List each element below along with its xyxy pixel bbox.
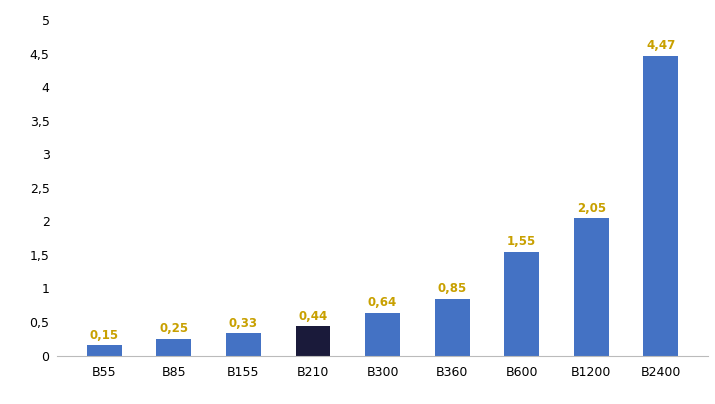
Bar bbox=[435, 299, 470, 356]
Bar bbox=[295, 326, 330, 356]
Text: 0,44: 0,44 bbox=[298, 309, 327, 323]
Bar bbox=[87, 345, 122, 356]
Bar bbox=[226, 333, 261, 356]
Text: 4,47: 4,47 bbox=[646, 40, 676, 53]
Text: 0,25: 0,25 bbox=[159, 322, 188, 335]
Bar bbox=[574, 218, 608, 356]
Text: 2,05: 2,05 bbox=[577, 202, 606, 215]
Bar bbox=[157, 339, 191, 356]
Text: 0,64: 0,64 bbox=[368, 296, 397, 309]
Bar bbox=[644, 56, 679, 356]
Text: 1,55: 1,55 bbox=[507, 235, 536, 248]
Bar bbox=[504, 252, 539, 356]
Text: 0,15: 0,15 bbox=[89, 329, 119, 342]
Text: 0,85: 0,85 bbox=[438, 282, 467, 295]
Text: 0,33: 0,33 bbox=[229, 317, 258, 330]
Bar bbox=[365, 313, 400, 356]
